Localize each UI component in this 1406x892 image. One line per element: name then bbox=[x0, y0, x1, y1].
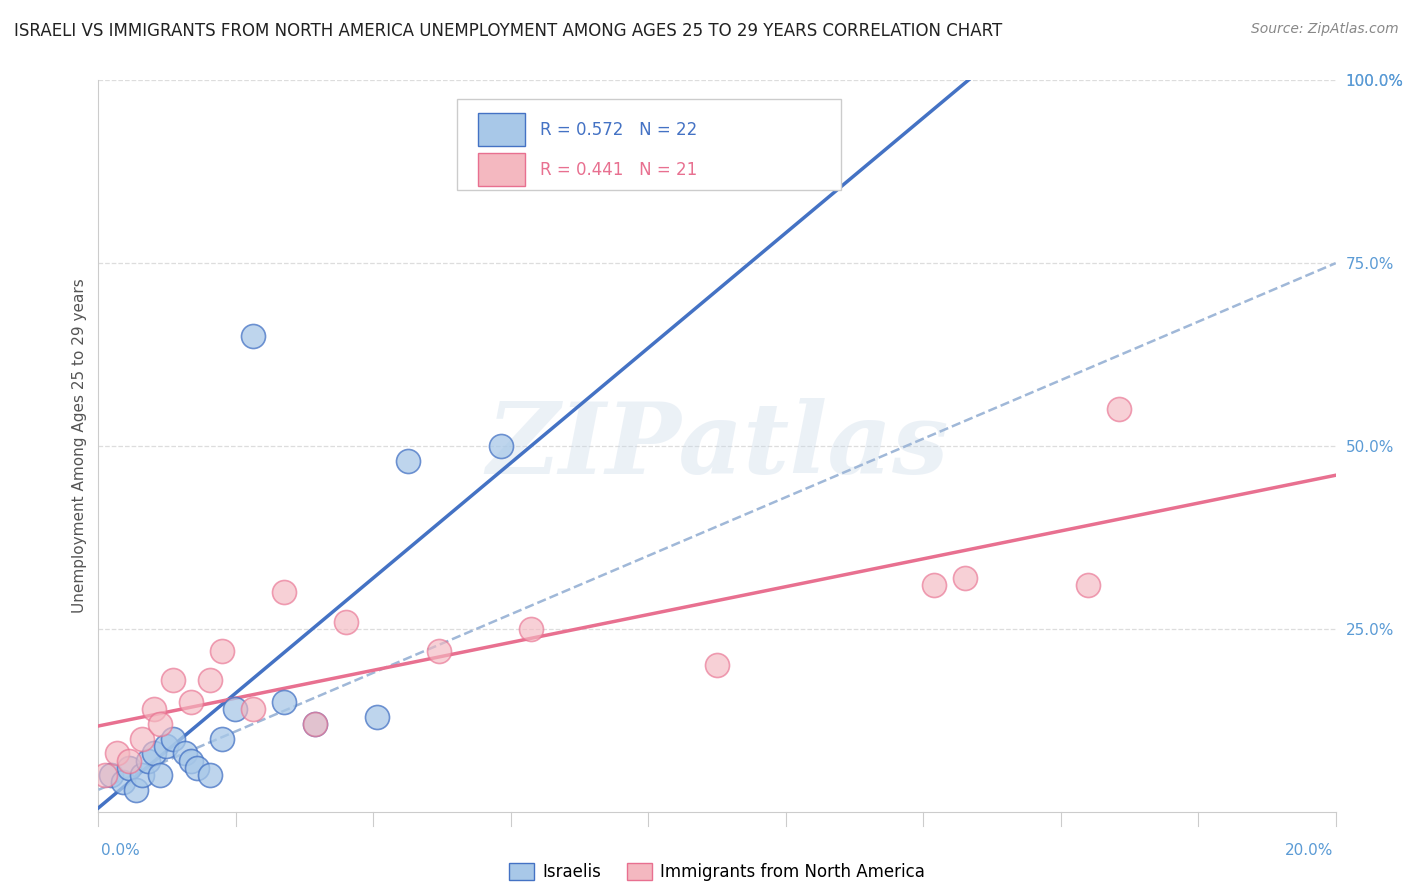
Immigrants from North America bbox=[953, 571, 976, 585]
Israelis bbox=[366, 709, 388, 723]
Israelis bbox=[162, 731, 184, 746]
Y-axis label: Unemployment Among Ages 25 to 29 years: Unemployment Among Ages 25 to 29 years bbox=[72, 278, 87, 614]
Bar bbox=[478, 113, 526, 146]
Immigrants from North America bbox=[105, 746, 128, 760]
Israelis bbox=[396, 453, 419, 467]
Immigrants from North America bbox=[335, 615, 357, 629]
Immigrants from North America bbox=[1077, 578, 1099, 592]
Israelis bbox=[273, 695, 295, 709]
Israelis bbox=[198, 768, 221, 782]
Legend: Israelis, Immigrants from North America: Israelis, Immigrants from North America bbox=[503, 856, 931, 888]
Immigrants from North America bbox=[520, 622, 543, 636]
Israelis bbox=[100, 768, 122, 782]
Israelis bbox=[131, 768, 153, 782]
FancyBboxPatch shape bbox=[457, 99, 841, 190]
Israelis bbox=[124, 782, 146, 797]
Text: 20.0%: 20.0% bbox=[1285, 843, 1333, 858]
Israelis bbox=[174, 746, 197, 760]
Israelis bbox=[224, 702, 246, 716]
Immigrants from North America bbox=[304, 717, 326, 731]
Immigrants from North America bbox=[162, 673, 184, 687]
Immigrants from North America bbox=[131, 731, 153, 746]
Bar bbox=[478, 153, 526, 186]
Immigrants from North America bbox=[118, 754, 141, 768]
Text: R = 0.572   N = 22: R = 0.572 N = 22 bbox=[540, 120, 697, 138]
Text: 0.0%: 0.0% bbox=[101, 843, 141, 858]
Immigrants from North America bbox=[149, 717, 172, 731]
Israelis bbox=[211, 731, 233, 746]
Israelis bbox=[242, 329, 264, 343]
Immigrants from North America bbox=[1108, 402, 1130, 417]
Israelis bbox=[155, 739, 177, 753]
Israelis bbox=[143, 746, 166, 760]
Immigrants from North America bbox=[427, 644, 450, 658]
Immigrants from North America bbox=[180, 695, 202, 709]
Israelis bbox=[149, 768, 172, 782]
Immigrants from North America bbox=[922, 578, 945, 592]
Israelis bbox=[118, 761, 141, 775]
Immigrants from North America bbox=[143, 702, 166, 716]
Immigrants from North America bbox=[706, 658, 728, 673]
Text: R = 0.441   N = 21: R = 0.441 N = 21 bbox=[540, 161, 697, 179]
Text: ISRAELI VS IMMIGRANTS FROM NORTH AMERICA UNEMPLOYMENT AMONG AGES 25 TO 29 YEARS : ISRAELI VS IMMIGRANTS FROM NORTH AMERICA… bbox=[14, 22, 1002, 40]
Israelis bbox=[112, 775, 135, 789]
Immigrants from North America bbox=[198, 673, 221, 687]
Israelis bbox=[304, 717, 326, 731]
Immigrants from North America bbox=[273, 585, 295, 599]
Immigrants from North America bbox=[93, 768, 115, 782]
Immigrants from North America bbox=[211, 644, 233, 658]
Israelis bbox=[136, 754, 159, 768]
Israelis bbox=[489, 439, 512, 453]
Israelis bbox=[186, 761, 208, 775]
Immigrants from North America bbox=[242, 702, 264, 716]
Israelis bbox=[180, 754, 202, 768]
Text: ZIPatlas: ZIPatlas bbox=[486, 398, 948, 494]
Text: Source: ZipAtlas.com: Source: ZipAtlas.com bbox=[1251, 22, 1399, 37]
